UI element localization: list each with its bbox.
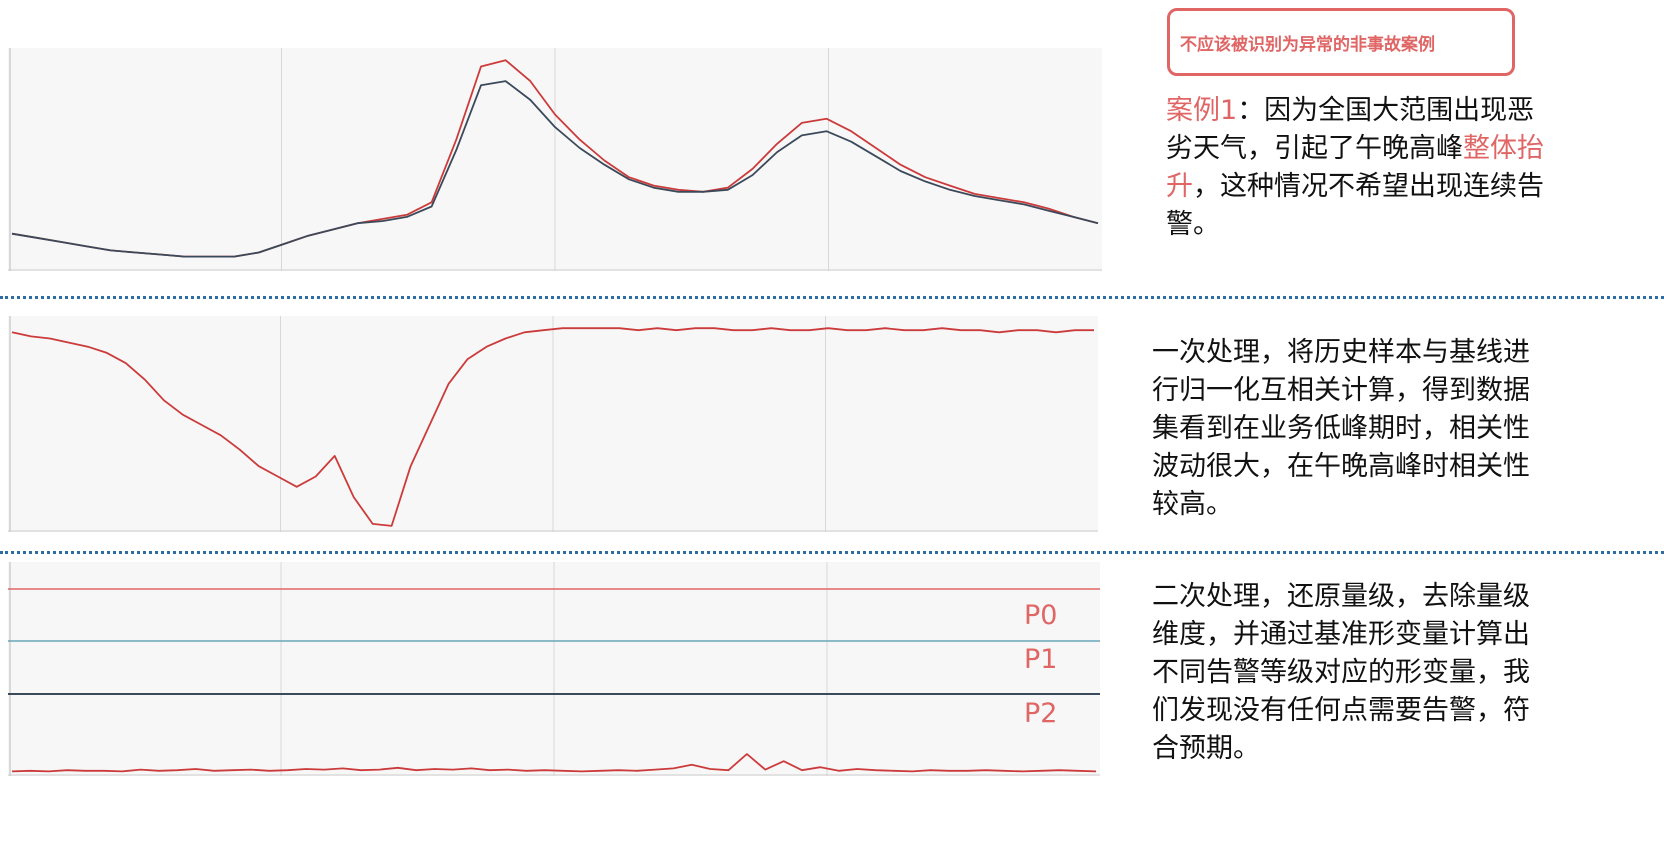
- series-line-2: [11, 80, 1099, 258]
- chart-traffic: [8, 48, 1102, 271]
- step1-description: 一次处理，将历史样本与基线进行归一化互相关计算，得到数据集看到在业务低峰期时，相…: [1152, 337, 1530, 520]
- p0-label: P0: [1024, 600, 1058, 631]
- case1-description: 案例1：因为全国大范围出现恶劣天气，引起了午晚高峰整体抬升，这种情况不希望出现连…: [1166, 92, 1561, 244]
- separator-bottom: [0, 551, 1664, 554]
- case1-prefix: 案例1: [1166, 95, 1238, 126]
- case1-text-2: ，这种情况不希望出现连续告警。: [1166, 171, 1544, 240]
- p1-label: P1: [1024, 644, 1058, 675]
- chart-traffic-svg: [8, 48, 1102, 271]
- separator-top: [0, 296, 1664, 299]
- p2-label: P2: [1024, 698, 1058, 729]
- case1-text-1: ：因为全国大范围出现恶劣天气，引起了午晚高峰: [1166, 95, 1535, 164]
- chart-correlation: [8, 316, 1098, 532]
- series-line-1: [11, 753, 1097, 773]
- chart-deformation: [8, 562, 1100, 776]
- series-line-1: [11, 327, 1094, 527]
- step2-description: 二次处理，还原量级，去除量级维度，并通过基准形变量计算出不同告警等级对应的形变量…: [1152, 581, 1530, 764]
- case-badge-text: 不应该被识别为异常的非事故案例: [1180, 34, 1435, 55]
- chart-deformation-svg: [8, 562, 1100, 776]
- case1-highlight: 整体抬升: [1166, 133, 1544, 202]
- case-badge: 不应该被识别为异常的非事故案例: [1167, 8, 1515, 76]
- chart-correlation-svg: [8, 316, 1098, 532]
